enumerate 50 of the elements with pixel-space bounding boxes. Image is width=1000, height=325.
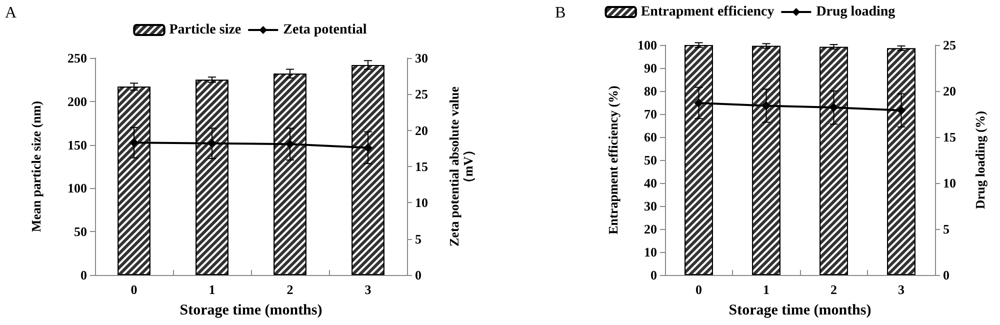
y2-tick-label: 25 — [415, 86, 428, 102]
y2-tick-label: 30 — [415, 50, 428, 66]
x-tick-label: 2 — [830, 282, 837, 297]
y2-tick-label: 15 — [943, 130, 956, 144]
y2-tick-label: 20 — [415, 122, 428, 138]
y-axis-title: Mean particle size (nm) — [28, 100, 44, 232]
y-tick-label: 150 — [68, 137, 87, 152]
y-tick-label: 250 — [68, 50, 87, 66]
legend-label: Entrapment efficiency — [640, 4, 774, 20]
y2-tick-label: 0 — [415, 268, 422, 282]
x-tick-label: 3 — [898, 282, 905, 297]
y-tick-label: 200 — [68, 94, 87, 109]
x-tick-label: 1 — [208, 282, 216, 297]
y2-tick-label: 5 — [415, 231, 422, 246]
y-tick-label: 70 — [644, 106, 657, 122]
legend-label: Drug loading — [816, 4, 896, 20]
y-tick-label: 0 — [650, 268, 657, 282]
y2-tick-label: 10 — [943, 176, 956, 190]
y-tick-label: 60 — [644, 130, 657, 144]
y-tick-label: 30 — [644, 198, 657, 214]
y-tick-label: 100 — [638, 38, 657, 52]
x-tick-label: 0 — [130, 282, 138, 297]
y-tick-label: 90 — [644, 60, 657, 76]
y-tick-label: 50 — [74, 224, 87, 240]
chart-title: A — [5, 4, 17, 22]
y2-tick-label: 25 — [943, 38, 956, 52]
y-tick-label: 10 — [644, 244, 657, 260]
x-axis-title: Storage time (months) — [728, 302, 872, 318]
x-tick-label: 0 — [696, 282, 702, 297]
y2-axis-title: Zeta potential absolute value （mV） — [446, 86, 476, 246]
y-axis-title: Entrapment efficiency (%) — [606, 86, 620, 234]
y-tick-label: 50 — [644, 152, 657, 168]
y2-tick-label: 0 — [943, 268, 950, 282]
x-tick-label: 1 — [763, 282, 770, 297]
x-tick-label: 2 — [286, 282, 294, 297]
y-tick-label: 40 — [644, 176, 657, 190]
chart-title: B — [555, 4, 566, 22]
x-tick-label: 3 — [364, 282, 372, 297]
y2-tick-label: 5 — [943, 222, 950, 236]
x-axis-title: Storage time (months) — [180, 302, 322, 318]
y2-tick-label: 20 — [943, 84, 956, 98]
y2-tick-label: 10 — [415, 195, 428, 210]
y-tick-label: 80 — [644, 84, 657, 98]
y-tick-label: 100 — [68, 180, 87, 196]
legend-label: Zeta potential — [283, 22, 367, 38]
y2-axis-title: Drug loading (%) — [972, 110, 988, 210]
y-tick-label: 20 — [644, 222, 657, 236]
legend-label: Particle size — [169, 22, 242, 38]
y2-tick-label: 15 — [415, 159, 428, 174]
y-tick-label: 0 — [80, 268, 87, 282]
